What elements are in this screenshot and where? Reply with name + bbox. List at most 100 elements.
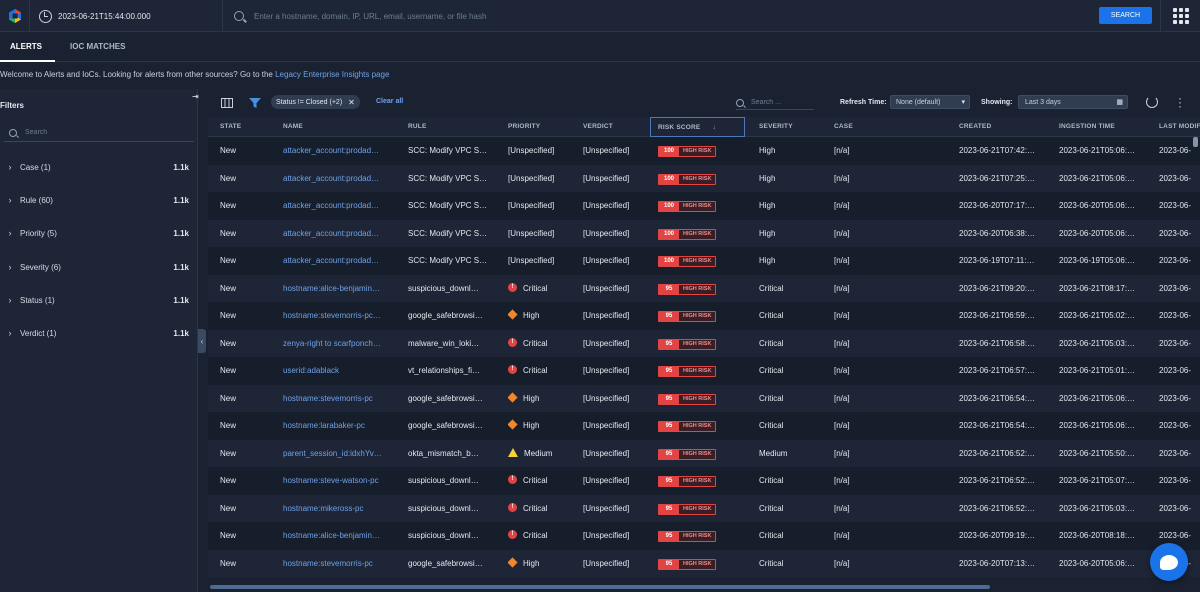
col-case[interactable]: CASE [834,123,853,130]
columns-icon[interactable] [221,98,233,108]
chat-support-button[interactable] [1150,543,1188,581]
refresh-time-select[interactable]: None (default) ▾ [890,95,970,109]
cell-priority: ! Critical [508,495,580,523]
table-row[interactable]: New hostname:stevemorris-pc google_safebro… [208,384,1200,413]
risk-score-value: 100 [659,229,679,239]
cell-name[interactable]: userid:adablack [283,357,403,385]
search-input[interactable] [254,11,1074,21]
col-last-modified[interactable]: LAST MODIFI [1159,123,1200,130]
facet-status[interactable]: › Status (1) 1.1k [0,290,198,310]
facet-verdict[interactable]: › Verdict (1) 1.1k [0,323,198,343]
table-search [736,96,814,110]
col-risk-score[interactable]: RISK SCORE ↓ [650,117,745,137]
cell-severity: Medium [759,440,829,468]
time-picker[interactable]: 2023-06-21T15:44:00.000 [31,0,223,32]
table-row[interactable]: New hostname:alice-benjamin… suspicious_do… [208,274,1200,303]
clear-all-link[interactable]: Clear all [376,98,404,105]
facet-rule[interactable]: › Rule (60) 1.1k [0,190,198,210]
cell-priority: [Unspecified] [508,165,580,193]
horizontal-scrollbar[interactable] [208,584,1200,590]
facet-severity[interactable]: › Severity (6) 1.1k [0,257,198,277]
cell-name[interactable]: attacker_account:prodad… [283,247,403,275]
cell-name[interactable]: hostname:larabaker-pc [283,412,403,440]
risk-score-value: 95 [659,367,679,376]
tab-alerts[interactable]: ALERTS [0,32,55,62]
table-row[interactable]: New hostname:stevemorris-pc google_safebro… [208,549,1200,578]
cell-modified: 2023-06- [1159,522,1200,550]
cell-name[interactable]: attacker_account:prodad… [283,165,403,193]
risk-level-label: HIGH RISK [679,477,716,486]
table-row[interactable]: New attacker_account:prodad… SCC: Modify V… [208,247,1200,275]
app-logo[interactable] [0,0,30,32]
table-search-input[interactable] [751,99,813,106]
table-row[interactable]: New parent_session_id:idxhYv… okta_mismatc… [208,439,1200,468]
cell-name[interactable]: attacker_account:prodad… [283,220,403,248]
cell-created: 2023-06-21T07:25:… [959,165,1054,193]
time-range-select[interactable]: Last 3 days ▦ [1018,95,1128,109]
filter-search-input[interactable] [25,129,185,136]
col-created[interactable]: CREATED [959,123,992,130]
cell-name[interactable]: hostname:stevemorris-pc [283,550,403,578]
cell-modified: 2023-06- [1159,440,1200,468]
cell-name[interactable]: hostname:steve-watson-pc [283,467,403,495]
scrollbar-thumb[interactable] [210,585,990,589]
table-row[interactable]: New attacker_account:prodad… SCC: Modify V… [208,164,1200,193]
cell-verdict: [Unspecified] [583,495,648,523]
name-text: hostname:mikeross-pc [283,503,364,513]
collapse-sidebar-handle[interactable]: ‹ [198,329,206,353]
state-text: New [220,366,237,375]
cell-name[interactable]: hostname:mikeross-pc [283,495,403,523]
cell-state: New [220,495,275,523]
cell-severity: Critical [759,522,829,550]
cell-name[interactable]: hostname:alice-benjamin… [283,522,403,550]
cell-modified: 2023-06- [1159,412,1200,440]
table-row[interactable]: New attacker_account:prodad… SCC: Modify V… [208,192,1200,220]
table-row[interactable]: New hostname:larabaker-pc google_safebrows… [208,412,1200,440]
table-row[interactable]: New zenya-right to scarfponch… malware_win… [208,329,1200,358]
col-name[interactable]: NAME [283,123,303,130]
table-row[interactable]: New hostname:mikeross-pc suspicious_downl…… [208,494,1200,523]
cell-name[interactable]: hostname:alice-benjamin… [283,275,403,303]
chevron-right-icon: › [8,195,12,205]
table-row[interactable]: New hostname:stevemorris-pc… google_safebr… [208,302,1200,330]
col-priority[interactable]: PRIORITY [508,123,541,130]
cell-priority: High [508,302,580,330]
table-row[interactable]: New userid:adablack vt_relationships_fi…! C… [208,357,1200,385]
vertical-scrollbar[interactable] [1193,137,1198,147]
cell-name[interactable]: parent_session_id:idxhYv… [283,440,403,468]
table-row[interactable]: New attacker_account:prodad… SCC: Modify V… [208,219,1200,248]
col-verdict[interactable]: VERDICT [583,123,613,130]
severity-text: High [759,201,776,210]
col-ingestion-time[interactable]: INGESTION TIME [1059,123,1115,130]
cell-ingestion: 2023-06-21T05:03:… [1059,495,1154,523]
search-button[interactable]: SEARCH [1099,7,1152,24]
cell-name[interactable]: attacker_account:prodad… [283,137,403,165]
col-state[interactable]: STATE [220,123,242,130]
cell-name[interactable]: attacker_account:prodad… [283,192,403,220]
cell-name[interactable]: hostname:stevemorris-pc… [283,302,403,330]
table-row[interactable]: New attacker_account:prodad… SCC: Modify V… [208,137,1200,165]
legacy-insights-link[interactable]: Legacy Enterprise Insights page [275,70,390,79]
risk-score-value: 95 [659,504,679,514]
refresh-icon[interactable] [1146,96,1158,108]
table-row[interactable]: New hostname:steve-watson-pc suspicious_do… [208,467,1200,495]
cell-name[interactable]: hostname:stevemorris-pc [283,385,403,413]
close-icon[interactable]: ✕ [348,97,355,107]
ingestion-text: 2023-06-21T05:02:… [1059,311,1136,320]
facet-priority[interactable]: › Priority (5) 1.1k [0,223,198,243]
apps-grid-icon[interactable] [1160,0,1200,32]
facet-case[interactable]: › Case (1) 1.1k [0,157,198,177]
table-row[interactable]: New hostname:alice-benjamin… suspicious_do… [208,522,1200,550]
collapse-panel-icon[interactable]: ⇥ [192,92,199,101]
cell-created: 2023-06-21T06:54:… [959,385,1054,413]
col-severity[interactable]: SEVERITY [759,123,793,130]
filter-icon[interactable] [249,98,261,108]
critical-icon: ! [508,502,517,512]
col-rule[interactable]: RULE [408,123,427,130]
cell-name[interactable]: zenya-right to scarfponch… [283,330,403,358]
tab-ioc-matches[interactable]: IOC MATCHES [70,42,126,51]
more-options-icon[interactable]: · · · [1178,91,1182,113]
cell-rule: SCC: Modify VPC S… [408,247,503,275]
facet-label: Status (1) [20,295,55,305]
status-filter-chip[interactable]: Status != Closed (+2) ✕ [271,95,360,109]
